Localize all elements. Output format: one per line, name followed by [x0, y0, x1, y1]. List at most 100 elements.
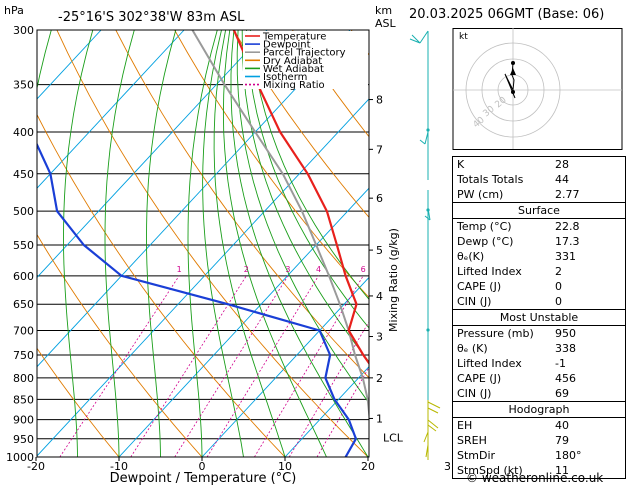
wet-adiabat-line [222, 30, 327, 457]
axes: 3003504004505005506006507007508008509009… [6, 24, 450, 473]
legend-entry: Dry Adiabat [263, 56, 322, 67]
pressure-tick-label: 850 [13, 393, 34, 406]
pressure-tick-label: 650 [13, 298, 34, 311]
hodograph-row: EH 40 [457, 419, 569, 432]
x-tick-label: -10 [110, 460, 128, 473]
index-row: PW (cm) 2.77 [457, 188, 580, 201]
info-panel: kt 40 30 20 K 28 Totals Totals 44 PW (cm) 2… [452, 28, 626, 479]
km-tick-label: 7 [376, 143, 383, 156]
x-tick-label: 20 [361, 460, 375, 473]
legend-entry: Temperature [262, 32, 326, 43]
mixing-ratio-line [288, 320, 369, 457]
wet-adiabat-line [146, 30, 177, 457]
hodograph-row: StmSpd (kt) 11 [457, 464, 569, 477]
pressure-tick-label: 350 [13, 79, 34, 92]
hodograph-row: StmDir 180° [457, 449, 582, 462]
wet-adiabat-line [213, 30, 286, 457]
pressure-tick-label: 1000 [6, 451, 34, 464]
x-tick-label: 10 [278, 460, 292, 473]
mixing-ratio-line [59, 275, 180, 457]
isotherm-line [37, 30, 351, 368]
wet-adiabat-line [187, 30, 218, 457]
surface-row: Lifted Index 2 [457, 265, 562, 278]
km-tick-label: 3 [376, 331, 383, 344]
legend-entry: Wet Adiabat [263, 64, 324, 75]
hodograph: kt 40 30 20 [452, 28, 623, 150]
km-tick-label: 8 [376, 94, 383, 107]
dry-adiabat-line [37, 233, 203, 457]
dry-adiabat-line [115, 30, 369, 379]
pressure-tick-label: 800 [13, 372, 34, 385]
hodograph-row: SREH 79 [457, 434, 569, 447]
isotherm-line [201, 276, 369, 457]
km-tick-label: 1 [376, 412, 383, 425]
temperature-line [232, 30, 369, 366]
mixing-ratio-line [130, 275, 247, 457]
pressure-tick-label: 300 [13, 24, 34, 37]
hodograph-section-title: Hodograph [453, 401, 625, 418]
isotherm-line [37, 30, 268, 279]
km-tick-label: 4 [376, 290, 383, 303]
surface-row: Temp (°C) 22.8 [457, 220, 580, 233]
mixing-ratio-label: 1 [177, 265, 182, 274]
wet-adiabat-line [63, 30, 94, 457]
dry-adiabat-line [174, 30, 369, 299]
legend-box [243, 31, 368, 89]
asl-label: ASL [375, 17, 397, 30]
wet-adiabat-line [250, 30, 369, 300]
surface-row: Dewp (°C) 17.3 [457, 235, 580, 248]
mixing-ratio-label: 3 [285, 265, 290, 274]
surface-row: CAPE (J) 0 [457, 280, 562, 293]
mixing-ratio-label: 4 [316, 265, 321, 274]
wet-adiabat-line [245, 30, 369, 329]
dewpoint-line [37, 142, 357, 457]
datetime-title: 20.03.2025 06GMT (Base: 06) [409, 7, 605, 22]
km-label: km [375, 4, 392, 17]
skewt-diagram: hPa -25°16'S 302°38'W 83m ASL km ASL 1 2 3… [4, 4, 450, 486]
index-row: K 28 [457, 158, 569, 171]
km-tick-label: LCL [383, 431, 404, 444]
pressure-tick-label: 700 [13, 325, 34, 338]
mixing-ratio-line [174, 275, 289, 457]
copyright: © weatheronline.co.uk [466, 471, 604, 485]
legend-entry: Dewpoint [263, 40, 311, 51]
background-lines [37, 30, 369, 457]
mixing-ratio-line [206, 275, 319, 457]
dry-adiabat-line [37, 113, 286, 457]
indices-table: K 28 Totals Totals 44 PW (cm) 2.77 Surface … [452, 156, 626, 479]
wind-barbs [409, 30, 441, 460]
mixing-ratio-line [254, 275, 364, 457]
surface-section-title: Surface [453, 202, 625, 219]
parcel-trajectory-line [191, 30, 369, 422]
pressure-tick-label: 400 [13, 126, 34, 139]
isotherm-line [284, 366, 369, 457]
wet-adiabat-line [202, 30, 244, 457]
hodograph-unit-label: kt [459, 32, 468, 42]
legend-entry: Isotherm [263, 72, 307, 83]
km-tick-label: 6 [376, 192, 383, 205]
pressure-tick-label: 450 [13, 168, 34, 181]
legend-entry: Mixing Ratio [263, 80, 325, 91]
x-tick-label: 30 [444, 460, 450, 473]
wet-adiabat-line [236, 30, 369, 404]
mixing-ratio-label: 2 [244, 265, 249, 274]
index-row: Totals Totals 44 [457, 173, 569, 186]
surface-row: θₑ(K) 331 [457, 250, 576, 263]
isotherm-line [118, 187, 369, 457]
plot-frame [36, 29, 370, 458]
pressure-tick-label: 950 [13, 433, 34, 446]
km-tick-label: 2 [376, 372, 383, 385]
surface-row: CIN (J) 0 [457, 295, 562, 308]
wet-adiabat-line [104, 30, 135, 457]
pressure-tick-label: 550 [13, 239, 34, 252]
pressure-tick-label: 750 [13, 349, 34, 362]
most-unstable-row: θₑ (K) 338 [457, 342, 576, 355]
most-unstable-row: Pressure (mb) 950 [457, 327, 576, 340]
location-title: -25°16'S 302°38'W 83m ASL [58, 10, 245, 25]
isotherm-line [37, 30, 185, 189]
dry-adiabat-line [37, 347, 120, 457]
legend-entry: Parcel Trajectory [263, 48, 346, 59]
most-unstable-section-title: Most Unstable [453, 309, 625, 326]
km-tick-label: 5 [376, 244, 383, 257]
